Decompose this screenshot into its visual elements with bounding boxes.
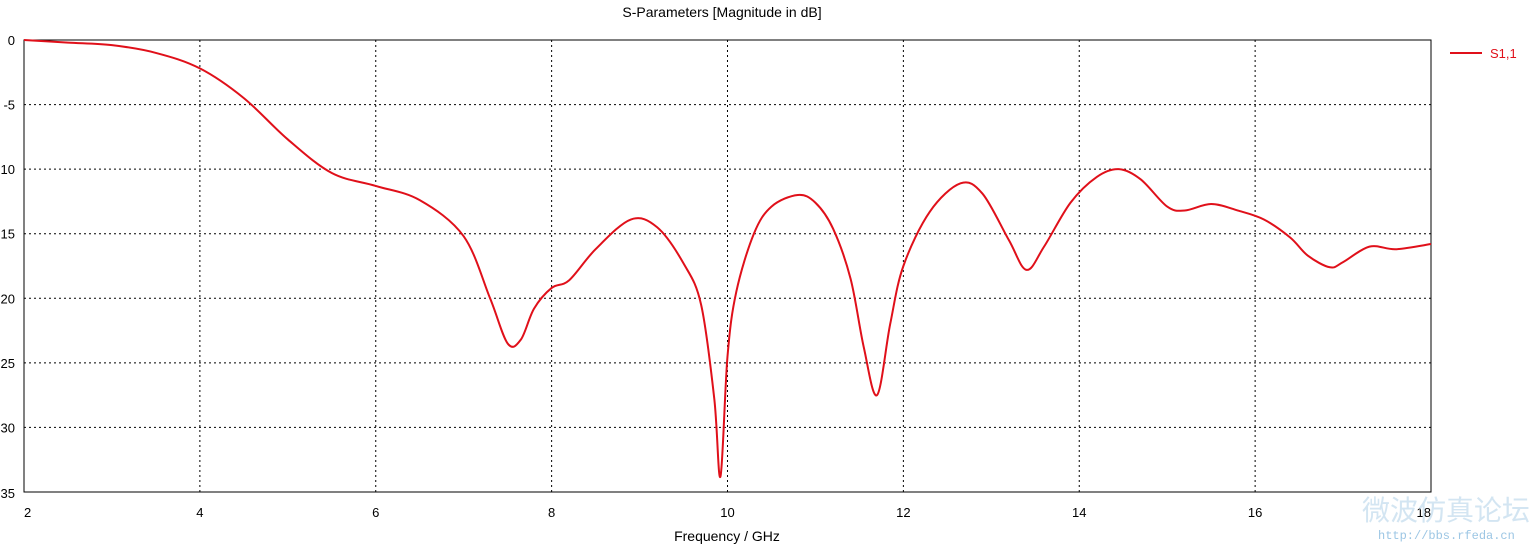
x-tick-label: 18 <box>1417 505 1431 520</box>
x-tick-label: 2 <box>24 505 31 520</box>
x-tick-label: 12 <box>896 505 910 520</box>
chart-title: S-Parameters [Magnitude in dB] <box>622 4 821 20</box>
y-tick-label: -15 <box>0 227 15 242</box>
watermark: 微波仿真论坛 http://bbs.rfeda.cn <box>1362 494 1530 543</box>
series-line-s11 <box>23 39 1432 478</box>
y-tick-label: -25 <box>0 356 15 371</box>
x-tick-label: 16 <box>1248 505 1262 520</box>
x-tick-label: 14 <box>1072 505 1086 520</box>
x-tick-label: 10 <box>720 505 734 520</box>
y-tick-label: -20 <box>0 291 15 306</box>
watermark-text: 微波仿真论坛 <box>1362 494 1530 527</box>
y-tick-label: -35 <box>0 486 15 501</box>
x-tick-label: 6 <box>372 505 379 520</box>
legend[interactable]: S1,1 <box>1450 46 1517 61</box>
axis-ticks: 2 4 6 8 10 12 14 16 18 0 -5 -10 -15 -20 -25 -30 -35 <box>0 33 1431 520</box>
y-tick-label: 0 <box>8 33 15 48</box>
watermark-url: http://bbs.rfeda.cn <box>1378 529 1515 543</box>
x-tick-label: 8 <box>548 505 555 520</box>
plot-frame <box>23 39 1432 493</box>
series-layer <box>23 39 1432 478</box>
y-tick-label: -30 <box>0 420 15 435</box>
y-tick-label: -5 <box>3 98 15 113</box>
x-tick-label: 4 <box>196 505 203 520</box>
y-tick-label: -10 <box>0 162 15 177</box>
legend-label: S1,1 <box>1490 46 1517 61</box>
grid <box>24 40 1431 492</box>
x-axis-label: Frequency / GHz <box>674 528 780 544</box>
